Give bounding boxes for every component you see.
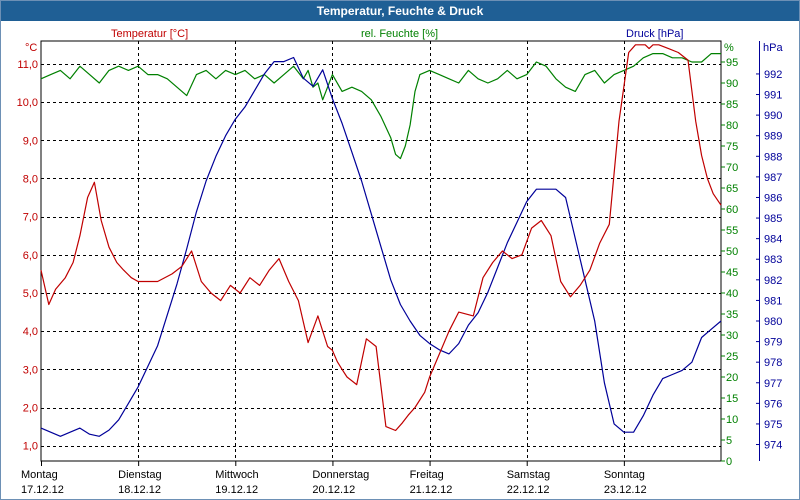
pressure-tick-label: 988: [764, 151, 782, 163]
pressure-tick-label: 983: [764, 254, 782, 266]
x-tick-label-day: Dienstag: [118, 469, 161, 481]
pressure-tick-label: 991: [764, 90, 782, 102]
pressure-tick-label: 987: [764, 172, 782, 184]
x-tick-label-date: 17.12.12: [21, 484, 64, 496]
temperature-series-line: [40, 44, 722, 432]
pressure-tick-label: 990: [764, 110, 782, 122]
x-tick-label-date: 23.12.12: [604, 484, 647, 496]
humidity-tick-label: 70: [726, 162, 738, 174]
humidity-tick-label: 35: [726, 309, 738, 321]
pressure-tick-label: 992: [764, 69, 782, 81]
humidity-tick-label: 50: [726, 246, 738, 258]
pressure-tick-label: 984: [764, 234, 782, 246]
pressure-tick-label: 985: [764, 213, 782, 225]
x-tick-label-day: Samstag: [507, 469, 550, 481]
humidity-tick-label: 40: [726, 288, 738, 300]
temperature-tick-label: 3,0: [23, 364, 38, 376]
x-tick-label-day: Montag: [21, 469, 58, 481]
temperature-axis-label: Temperatur [°C]: [111, 28, 188, 40]
temperature-tick-label: 1,0: [23, 441, 38, 453]
humidity-tick-label: 30: [726, 330, 738, 342]
humidity-tick-label: 20: [726, 372, 738, 384]
pressure-axis-unit: hPa: [763, 42, 783, 54]
temperature-tick-label: 5,0: [23, 288, 38, 300]
pressure-tick-label: 975: [764, 419, 782, 431]
temperature-tick-label: 2,0: [23, 403, 38, 415]
humidity-tick-label: 60: [726, 204, 738, 216]
humidity-axis-label: rel. Feuchte [%]: [361, 28, 438, 40]
pressure-tick-label: 974: [764, 440, 782, 452]
x-tick-label-date: 18.12.12: [118, 484, 161, 496]
x-tick-label-day: Sonntag: [604, 469, 645, 481]
x-tick-label-day: Mittwoch: [215, 469, 258, 481]
temperature-tick-label: 6,0: [23, 250, 38, 262]
pressure-tick-label: 977: [764, 378, 782, 390]
temperature-tick-label: 8,0: [23, 173, 38, 185]
temperature-tick-label: 9,0: [23, 135, 38, 147]
temperature-tick-label: 11,0: [17, 59, 38, 71]
humidity-axis-unit: %: [724, 42, 734, 54]
pressure-tick-label: 979: [764, 337, 782, 349]
x-tick-label-date: 21.12.12: [410, 484, 453, 496]
plot-area: [40, 40, 722, 462]
pressure-tick-label: 986: [764, 192, 782, 204]
humidity-tick-label: 85: [726, 99, 738, 111]
humidity-tick-label: 55: [726, 225, 738, 237]
temperature-axis-unit: °C: [25, 42, 37, 54]
humidity-tick-label: 25: [726, 351, 738, 363]
pressure-series-line: [40, 56, 722, 437]
humidity-tick-label: 65: [726, 183, 738, 195]
temperature-tick-label: 7,0: [23, 212, 38, 224]
pressure-tick-label: 980: [764, 316, 782, 328]
x-tick-label-date: 20.12.12: [312, 484, 355, 496]
window-title: Temperatur, Feuchte & Druck: [1, 1, 799, 21]
humidity-tick-label: 5: [726, 435, 732, 447]
pressure-tick-label: 976: [764, 398, 782, 410]
pressure-tick-label: 989: [764, 131, 782, 143]
x-tick-label-day: Freitag: [410, 469, 444, 481]
temperature-tick-label: 4,0: [23, 326, 38, 338]
humidity-tick-label: 95: [726, 57, 738, 69]
temperature-tick-label: 10,0: [17, 97, 38, 109]
humidity-tick-label: 75: [726, 141, 738, 153]
humidity-series-line: [40, 52, 721, 160]
humidity-tick-label: 0: [726, 456, 732, 468]
x-tick-label-date: 19.12.12: [215, 484, 258, 496]
humidity-tick-label: 45: [726, 267, 738, 279]
humidity-tick-label: 90: [726, 78, 738, 90]
pressure-tick-label: 978: [764, 357, 782, 369]
humidity-tick-label: 10: [726, 414, 738, 426]
pressure-tick-label: 982: [764, 275, 782, 287]
humidity-tick-label: 80: [726, 120, 738, 132]
pressure-axis-label: Druck [hPa]: [626, 28, 683, 40]
x-tick-label-day: Donnerstag: [312, 469, 369, 481]
humidity-tick-label: 15: [726, 393, 738, 405]
pressure-tick-label: 981: [764, 295, 782, 307]
x-tick-label-date: 22.12.12: [507, 484, 550, 496]
